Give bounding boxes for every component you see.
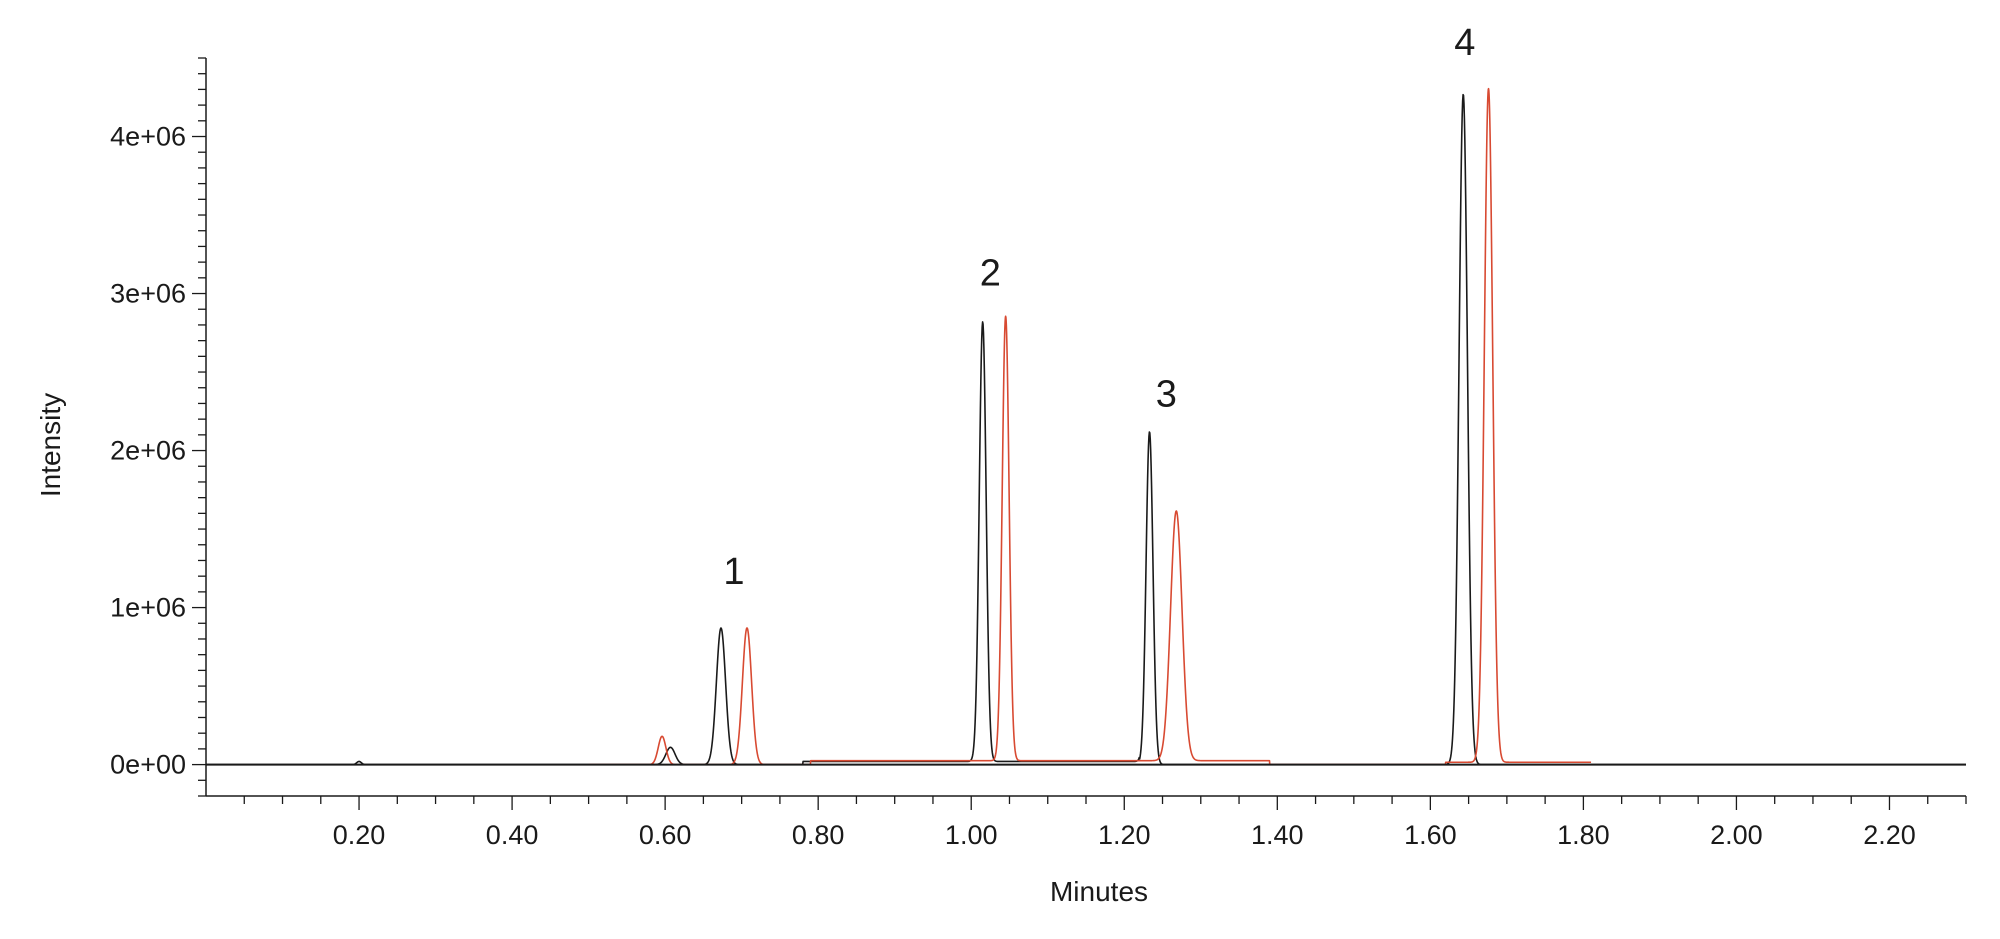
y-axis: 0e+00 1e+06 2e+06 3e+06 4e+06 [110,57,207,797]
y-tick-label: 4e+06 [110,122,186,152]
peak-label-1: 1 [723,551,744,593]
y-tick-label: 1e+06 [110,593,186,623]
x-tick-label: 1.80 [1557,820,1610,850]
peak-label-4: 4 [1454,22,1475,64]
peak-label-layer: 1 2 3 4 [723,22,1475,593]
x-tick-label: 0.80 [792,820,845,850]
x-tick-label: 1.20 [1098,820,1151,850]
x-axis: 0.20 0.40 0.60 0.80 1.00 1.20 1.40 1.60 1.80 2.00… [206,795,1967,850]
y-tick-label: 2e+06 [110,436,186,466]
x-axis-title: Minutes [1050,876,1148,907]
series-line-2 [588,87,1592,766]
x-tick-label: 0.40 [486,820,539,850]
peak-label-3: 3 [1156,374,1177,416]
x-tick-label: 1.00 [945,820,998,850]
y-tick-label: 3e+06 [110,279,186,309]
x-tick-label: 0.20 [333,820,386,850]
x-tick-label: 1.60 [1404,820,1457,850]
x-tick-label: 2.20 [1863,820,1916,850]
y-axis-title: Intensity [35,393,66,497]
x-tick-label: 2.00 [1710,820,1763,850]
series-layer [205,87,1967,766]
x-tick-label: 0.60 [639,820,692,850]
y-tick-label: 0e+00 [110,750,186,780]
peak-label-2: 2 [980,253,1001,295]
series-line-1 [205,93,1967,766]
x-tick-label: 1.40 [1251,820,1304,850]
